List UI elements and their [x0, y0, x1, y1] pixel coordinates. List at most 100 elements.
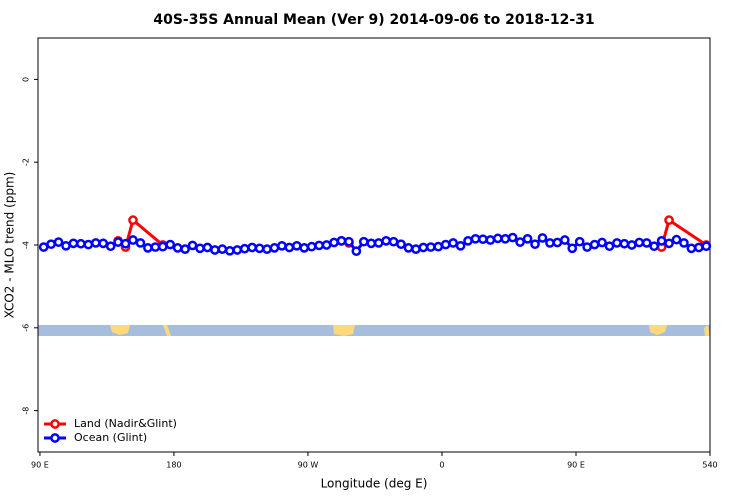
- data-point: [589, 239, 600, 250]
- data-point: [470, 233, 481, 244]
- x-tick-label: 0: [439, 461, 444, 470]
- land-mask: [38, 325, 710, 336]
- y-tick-label: -2: [22, 158, 31, 166]
- data-point: [277, 240, 287, 251]
- data-point: [232, 245, 243, 255]
- data-point: [172, 243, 183, 253]
- legend-marker: [50, 433, 60, 443]
- data-point: [440, 239, 451, 250]
- data-point: [545, 238, 555, 248]
- data-point: [76, 238, 86, 249]
- data-point: [463, 236, 473, 246]
- x-tick-label: 90 E: [567, 461, 585, 470]
- data-point: [418, 242, 429, 253]
- land-shape: [163, 325, 171, 336]
- data-point: [46, 239, 56, 250]
- land-shape: [110, 325, 130, 335]
- data-point: [559, 235, 570, 245]
- y-tick-label: -6: [22, 324, 31, 332]
- data-point: [247, 242, 257, 253]
- legend-label: Ocean (Glint): [74, 431, 147, 444]
- data-point: [344, 236, 354, 247]
- x-axis-label: Longitude (deg E): [321, 477, 428, 491]
- data-point: [619, 238, 630, 249]
- data-point: [381, 236, 391, 246]
- data-point: [299, 243, 310, 253]
- data-point: [210, 245, 220, 255]
- data-point: [269, 243, 280, 253]
- y-tick-label: -8: [22, 407, 31, 415]
- x-tick-label: 540: [702, 461, 717, 470]
- data-point: [664, 238, 674, 249]
- data-point: [597, 237, 607, 248]
- data-point: [150, 242, 161, 252]
- data-point: [224, 245, 235, 256]
- data-point: [552, 237, 563, 248]
- data-point: [582, 242, 593, 252]
- data-point: [98, 238, 109, 249]
- data-point: [68, 238, 79, 249]
- data-point: [500, 233, 511, 244]
- data-point: [113, 237, 123, 247]
- land-shape: [333, 325, 355, 336]
- data-point: [120, 238, 131, 249]
- data-point: [425, 242, 436, 252]
- data-point: [567, 243, 578, 254]
- data-point: [187, 240, 198, 251]
- data-point: [366, 238, 377, 249]
- data-point: [485, 235, 496, 245]
- data-point: [656, 236, 667, 246]
- data-point: [492, 233, 503, 244]
- data-point: [396, 239, 406, 250]
- x-tick-label: 180: [166, 461, 181, 470]
- data-point: [530, 239, 540, 250]
- data-point: [254, 243, 265, 254]
- data-point: [671, 234, 682, 245]
- data-point: [143, 243, 153, 253]
- data-point: [83, 239, 94, 250]
- data-point: [634, 237, 645, 248]
- data-point: [291, 240, 302, 251]
- data-point: [604, 241, 615, 252]
- data-point: [336, 236, 347, 246]
- data-point: [455, 240, 466, 251]
- data-point: [403, 243, 414, 253]
- data-point: [105, 241, 116, 252]
- data-point: [329, 237, 339, 248]
- chart-title: 40S-35S Annual Mean (Ver 9) 2014-09-06 t…: [153, 12, 594, 28]
- ocean-band: [38, 325, 710, 336]
- data-point: [38, 242, 49, 252]
- data-point: [202, 242, 213, 253]
- data-point: [693, 242, 704, 253]
- data-point: [515, 237, 525, 247]
- data-point: [507, 232, 518, 243]
- data-point: [284, 242, 295, 253]
- data-point: [411, 244, 421, 254]
- data-point: [90, 238, 101, 248]
- data-point: [537, 233, 548, 243]
- data-point: [180, 244, 190, 254]
- data-point: [701, 241, 712, 252]
- data-point: [217, 244, 228, 254]
- data-point: [388, 236, 399, 247]
- data-point: [157, 241, 168, 252]
- data-point: [649, 241, 660, 252]
- y-tick-label: 0: [22, 77, 31, 82]
- data-point: [195, 243, 205, 254]
- y-axis-label: XCO2 - MLO trend (ppm): [3, 172, 17, 319]
- data-point: [679, 238, 689, 248]
- x-tick-label: 90 E: [31, 461, 49, 470]
- data-point: [373, 238, 384, 248]
- data-point: [641, 238, 652, 248]
- land-shape: [649, 325, 667, 335]
- data-point: [314, 240, 324, 251]
- data-point: [478, 234, 488, 245]
- data-point: [306, 241, 317, 252]
- data-point: [626, 240, 637, 250]
- data-point: [321, 240, 332, 250]
- data-point: [522, 233, 533, 244]
- data-point: [128, 235, 138, 245]
- data-point: [686, 243, 697, 254]
- data-point: [433, 241, 444, 252]
- legend-marker: [50, 419, 60, 429]
